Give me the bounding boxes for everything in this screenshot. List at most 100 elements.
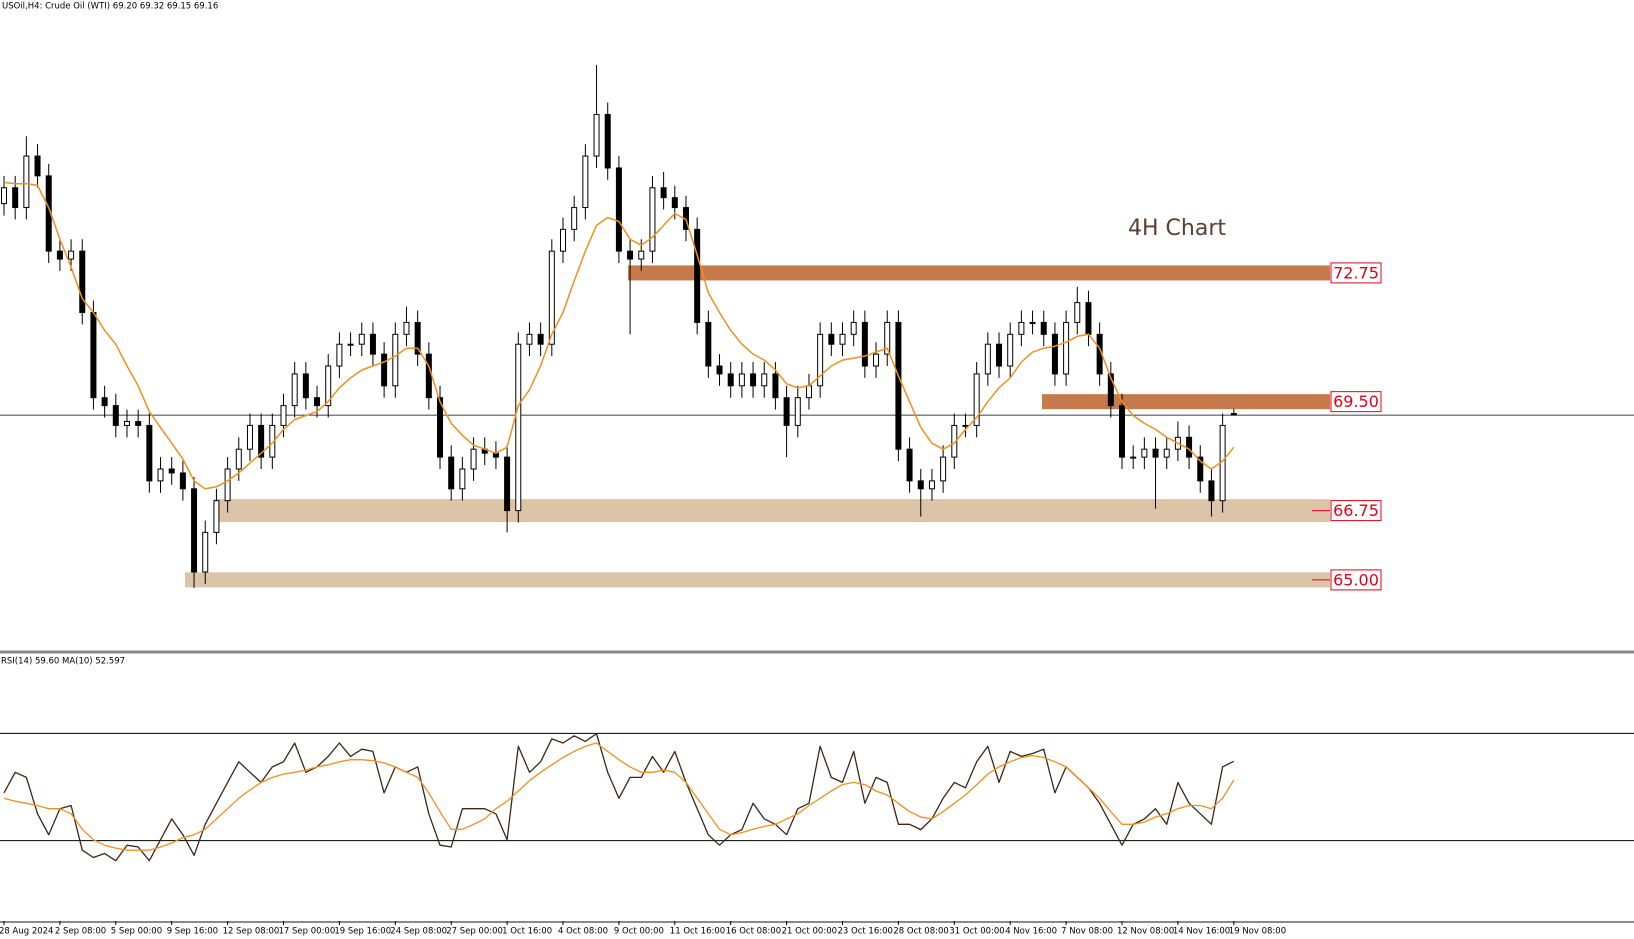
candle-body (381, 353, 388, 387)
candle-body (571, 207, 578, 230)
candle-body (671, 197, 678, 209)
x-tick-label: 28 Aug 2024 (0, 927, 53, 937)
rsi-title: RSI(14) 59.60 MA(10) 52.597 (1, 657, 125, 667)
candle-body (1208, 480, 1215, 502)
candle-body (861, 321, 868, 367)
candle-body (515, 343, 522, 512)
candle-body (157, 468, 164, 482)
x-tick-label: 11 Oct 16:00 (670, 927, 725, 937)
candle-body (1007, 333, 1014, 367)
candle-body (772, 373, 779, 399)
candle-body (224, 468, 231, 502)
level-zone (628, 265, 1330, 281)
candle-body (649, 187, 656, 252)
candle-body (1119, 405, 1125, 458)
candle-body (1163, 448, 1170, 458)
level-label: 65.00 (1333, 570, 1379, 589)
candle-body (34, 155, 41, 177)
candle-body (604, 113, 611, 169)
candle-body (1186, 436, 1193, 458)
x-tick-label: 21 Oct 00:00 (782, 927, 837, 937)
x-tick-label: 17 Sep 00:00 (279, 927, 336, 937)
candle-body (750, 373, 757, 387)
candle-body (794, 397, 801, 426)
x-tick-label: 16 Oct 08:00 (726, 927, 781, 937)
candle-body (705, 321, 712, 367)
candle-body (448, 456, 455, 490)
candle-body (179, 472, 186, 490)
level-label: 72.75 (1333, 263, 1379, 282)
candle-body (392, 333, 399, 387)
candle-body (962, 424, 969, 427)
candle-body (90, 312, 97, 399)
candle-body (761, 373, 768, 387)
x-tick-label: 9 Oct 00:00 (614, 927, 664, 937)
candle-body (873, 353, 880, 367)
x-tick-label: 12 Nov 08:00 (1117, 927, 1174, 937)
candle-body (325, 365, 332, 407)
candle-body (347, 343, 354, 346)
candle-body (895, 321, 902, 450)
x-tick-label: 19 Sep 16:00 (334, 927, 391, 937)
candle-body (291, 373, 298, 407)
candle-body (235, 448, 242, 470)
candle-body (1018, 321, 1025, 335)
candle-body (459, 468, 466, 490)
candle-body (928, 480, 935, 490)
level-label: 69.50 (1333, 392, 1379, 411)
candle-body (246, 424, 253, 450)
candle-body (727, 373, 734, 387)
x-tick-label: 1 Oct 16:00 (502, 927, 552, 937)
candle-body (1029, 321, 1036, 324)
candle-body (123, 420, 130, 426)
candle-body (1197, 456, 1204, 482)
annotation: 4H Chart (1128, 216, 1226, 241)
rsi-line (3, 742, 1235, 851)
candle-body (68, 250, 75, 260)
x-tick-label: 23 Oct 16:00 (838, 927, 893, 937)
candle-body (56, 250, 63, 260)
candle-body (537, 333, 544, 345)
x-tick-label: 28 Oct 08:00 (893, 927, 948, 937)
candle-body (280, 405, 287, 426)
candle-body (1152, 448, 1159, 458)
candle-body (1230, 413, 1237, 416)
candle-body (1, 187, 7, 205)
candle-body (437, 397, 444, 458)
candle-body (548, 250, 555, 345)
candle-body (425, 353, 432, 399)
candle-body (917, 480, 924, 490)
level-zone (185, 572, 1330, 588)
candle-body (168, 468, 175, 474)
candle-body (470, 448, 477, 470)
candle-body (302, 373, 309, 399)
candle-body (996, 343, 1003, 367)
x-tick-label: 31 Oct 00:00 (949, 927, 1004, 937)
candle-body (504, 456, 511, 512)
candle-body (850, 321, 857, 335)
candle-body (23, 155, 30, 209)
candle-body (146, 424, 153, 482)
candle-body (560, 228, 566, 252)
candle-body (940, 456, 947, 482)
candle-body (79, 250, 86, 314)
candle-body (1141, 448, 1148, 458)
candle-body (828, 333, 835, 345)
candle-body (414, 321, 421, 355)
x-tick-label: 24 Sep 08:00 (390, 927, 447, 937)
candle-body (817, 333, 824, 387)
candle-body (202, 531, 209, 573)
candle-body (973, 373, 980, 426)
candle-body (1051, 333, 1058, 375)
x-tick-label: 27 Sep 00:00 (446, 927, 503, 937)
candle-body (314, 397, 321, 407)
candle-body (884, 321, 891, 355)
candle-body (906, 448, 913, 482)
candle-body (984, 343, 991, 375)
candle-body (805, 385, 812, 399)
candle-body (783, 397, 790, 426)
x-tick-label: 4 Oct 08:00 (558, 927, 608, 937)
candle-body (112, 405, 119, 426)
